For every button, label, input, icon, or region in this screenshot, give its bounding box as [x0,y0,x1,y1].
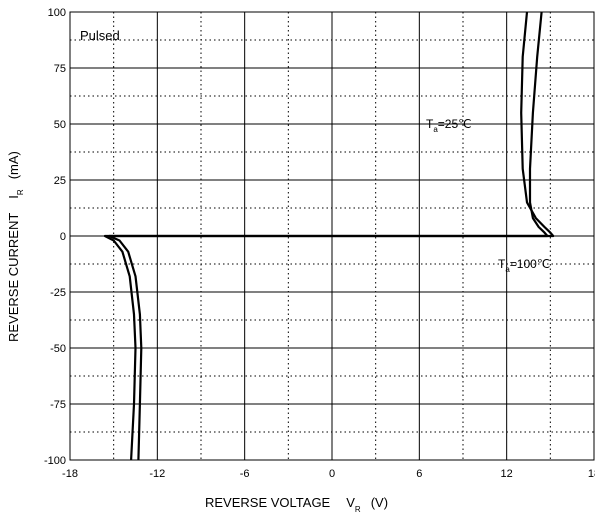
y-tick-label: 0 [60,231,66,243]
x-axis-label: REVERSE VOLTAGE VR (V) [205,495,388,514]
y-tick-label: -25 [50,287,66,299]
series-line-1 [103,11,555,461]
y-tick-label: -50 [50,343,66,355]
series-label-ta25-sub: a [433,125,438,134]
plot-frame [69,11,595,461]
y-tick-label: 25 [54,175,66,187]
x-tick-label: 12 [501,468,513,480]
x-tick-labels: -18 -12 -6 0 6 12 18 [62,468,595,480]
pulsed-annotation: Pulsed [80,28,120,43]
y-tick-label: 100 [48,7,66,19]
x-tick-label: 18 [588,468,595,480]
x-axis-label-sub: R [355,505,361,514]
series-label-ta100-symbol: T [498,257,506,271]
series-label-ta25-symbol: T [426,117,434,131]
y-axis-label-sub: R [16,189,25,195]
x-tick-label: -12 [149,468,165,480]
x-axis-label-unit: (V) [371,495,388,510]
x-axis-label-symbol: V [346,495,355,510]
x-tick-label: 0 [329,468,335,480]
series-label-ta100-sub: a [505,265,510,274]
series-layer [103,11,555,461]
x-axis-label-main: REVERSE VOLTAGE [205,495,331,510]
x-tick-label: -6 [240,468,250,480]
series-label-ta100-text: =100℃ [510,257,551,271]
y-tick-label: 75 [54,63,66,75]
y-axis-label: REVERSE CURRENT IR (mA) [6,151,25,342]
y-tick-label: -100 [44,455,66,467]
x-tick-label: 6 [416,468,422,480]
y-axis-label-symbol: I [6,195,21,199]
series-label-ta25-text: =25℃ [438,117,472,131]
series-label-ta25: Ta=25℃ [426,117,472,134]
y-axis-label-main: REVERSE CURRENT [6,213,21,342]
y-axis-label-unit: (mA) [6,151,21,179]
y-tick-labels: -100 -75 -50 -25 0 25 50 75 100 [44,7,66,467]
y-tick-label: -75 [50,399,66,411]
x-tick-label: -18 [62,468,78,480]
y-tick-label: 50 [54,119,66,131]
series-label-ta100: Ta=100℃ [498,257,550,274]
